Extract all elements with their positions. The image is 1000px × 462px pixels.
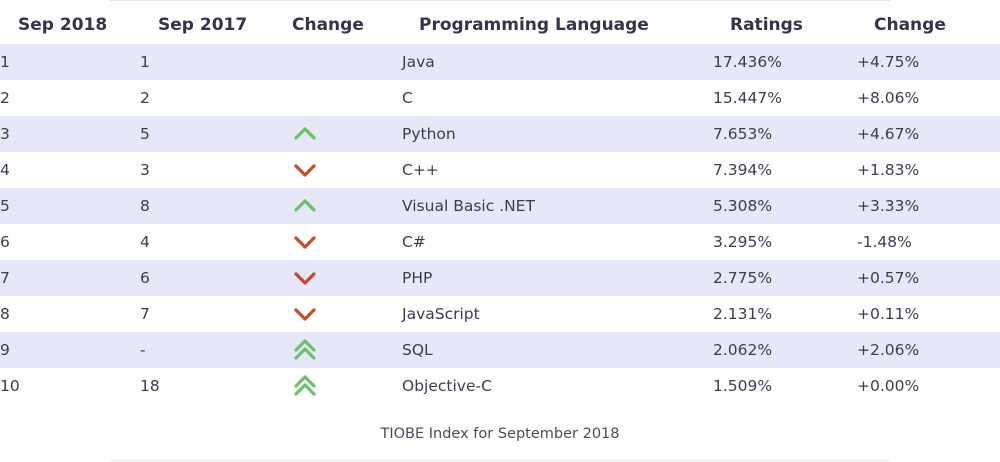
table-row: 3 5 Python 7.653% +4.67% bbox=[0, 116, 1000, 152]
top-divider bbox=[110, 0, 890, 1]
rank-current: 9 bbox=[0, 332, 140, 368]
rank-previous: 2 bbox=[140, 80, 275, 116]
trend-cell bbox=[275, 116, 402, 152]
language-name: PHP bbox=[402, 260, 713, 296]
chevron-up-icon bbox=[292, 193, 318, 219]
trend-cell bbox=[275, 260, 402, 296]
table-row: 4 3 C++ 7.394% +1.83% bbox=[0, 152, 1000, 188]
rating-value: 2.131% bbox=[713, 296, 857, 332]
table-row: 9- SQL 2.062% +2.06% bbox=[0, 332, 1000, 368]
rank-previous: 18 bbox=[140, 368, 275, 404]
rank-previous: 8 bbox=[140, 188, 275, 224]
rating-value: 3.295% bbox=[713, 224, 857, 260]
rank-current: 2 bbox=[0, 80, 140, 116]
language-name: C bbox=[402, 80, 713, 116]
table-row: 1 1 Java 17.436% +4.75% bbox=[0, 44, 1000, 80]
rating-value: 17.436% bbox=[713, 44, 857, 80]
table-row: 2 2 C 15.447% +8.06% bbox=[0, 80, 1000, 116]
language-name: SQL bbox=[402, 332, 713, 368]
header-previous-month: Sep 2017 bbox=[158, 14, 248, 35]
rank-previous: 1 bbox=[140, 44, 275, 80]
change-value: +4.67% bbox=[857, 116, 1000, 152]
rank-previous: 7 bbox=[140, 296, 275, 332]
trend-cell bbox=[275, 80, 402, 116]
rank-previous: 5 bbox=[140, 116, 275, 152]
rating-value: 2.062% bbox=[713, 332, 857, 368]
language-name: C++ bbox=[402, 152, 713, 188]
table-header-row: Sep 2018 Sep 2017 Change Programming Lan… bbox=[0, 5, 1000, 44]
table-caption: TIOBE Index for September 2018 bbox=[380, 426, 620, 442]
table-row: 10 18 Objective-C 1.509% +0.00% bbox=[0, 368, 1000, 404]
change-value: -1.48% bbox=[857, 224, 1000, 260]
table-row: 7 6 PHP 2.775% +0.57% bbox=[0, 260, 1000, 296]
bottom-divider bbox=[110, 460, 890, 461]
change-value: +1.83% bbox=[857, 152, 1000, 188]
language-name: Java bbox=[402, 44, 713, 80]
rank-current: 10 bbox=[0, 368, 140, 404]
double-chevron-up-icon bbox=[292, 337, 318, 363]
header-current-month: Sep 2018 bbox=[18, 14, 108, 35]
language-name: JavaScript bbox=[402, 296, 713, 332]
rating-value: 1.509% bbox=[713, 368, 857, 404]
rating-value: 15.447% bbox=[713, 80, 857, 116]
rank-current: 8 bbox=[0, 296, 140, 332]
chevron-down-icon bbox=[292, 265, 318, 291]
rank-previous: 3 bbox=[140, 152, 275, 188]
language-name: Python bbox=[402, 116, 713, 152]
rating-value: 7.394% bbox=[713, 152, 857, 188]
table-row: 8 7 JavaScript 2.131% +0.11% bbox=[0, 296, 1000, 332]
change-value: +8.06% bbox=[857, 80, 1000, 116]
header-change-percent: Change bbox=[874, 14, 946, 35]
trend-cell bbox=[275, 188, 402, 224]
header-language: Programming Language bbox=[419, 14, 649, 35]
rank-previous: 6 bbox=[140, 260, 275, 296]
trend-cell bbox=[275, 44, 402, 80]
header-change-icon: Change bbox=[292, 14, 364, 35]
change-value: +0.11% bbox=[857, 296, 1000, 332]
language-name: Objective-C bbox=[402, 368, 713, 404]
chevron-down-icon bbox=[292, 157, 318, 183]
change-value: +4.75% bbox=[857, 44, 1000, 80]
table-row: 5 8 Visual Basic .NET 5.308% +3.33% bbox=[0, 188, 1000, 224]
rank-current: 1 bbox=[0, 44, 140, 80]
rating-value: 7.653% bbox=[713, 116, 857, 152]
trend-cell bbox=[275, 296, 402, 332]
table-body: 1 1 Java 17.436% +4.75% 2 2 C 15.447% +8.06% 3 5 Pyt… bbox=[0, 44, 1000, 404]
rank-current: 6 bbox=[0, 224, 140, 260]
chevron-down-icon bbox=[292, 301, 318, 327]
trend-cell bbox=[275, 224, 402, 260]
change-value: +0.00% bbox=[857, 368, 1000, 404]
change-value: +0.57% bbox=[857, 260, 1000, 296]
rank-previous: 4 bbox=[140, 224, 275, 260]
rank-current: 4 bbox=[0, 152, 140, 188]
language-name: C# bbox=[402, 224, 713, 260]
change-value: +3.33% bbox=[857, 188, 1000, 224]
chevron-up-icon bbox=[292, 121, 318, 147]
chevron-down-icon bbox=[292, 229, 318, 255]
header-ratings: Ratings bbox=[730, 14, 803, 35]
rank-current: 5 bbox=[0, 188, 140, 224]
rating-value: 5.308% bbox=[713, 188, 857, 224]
trend-cell bbox=[275, 152, 402, 188]
trend-cell bbox=[275, 332, 402, 368]
rank-previous: - bbox=[140, 332, 275, 368]
trend-cell bbox=[275, 368, 402, 404]
rank-current: 3 bbox=[0, 116, 140, 152]
double-chevron-up-icon bbox=[292, 373, 318, 399]
language-name: Visual Basic .NET bbox=[402, 188, 713, 224]
change-value: +2.06% bbox=[857, 332, 1000, 368]
rank-current: 7 bbox=[0, 260, 140, 296]
table-row: 6 4 C# 3.295% -1.48% bbox=[0, 224, 1000, 260]
rating-value: 2.775% bbox=[713, 260, 857, 296]
tiobe-ranking-table: Sep 2018 Sep 2017 Change Programming Lan… bbox=[0, 5, 1000, 404]
